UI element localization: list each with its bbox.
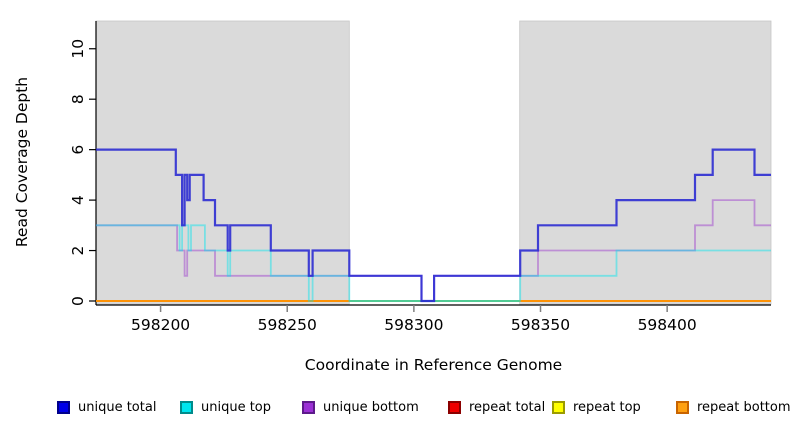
repeat-total-swatch-icon [448,401,461,414]
unique-top-swatch-icon [180,401,193,414]
x-tick-label: 598350 [511,316,570,334]
x-tick-label: 598300 [384,316,443,334]
legend-item-unique-top: unique top [180,400,271,415]
y-tick-label: 2 [69,246,87,256]
legend-item-unique-total: unique total [57,400,156,415]
legend-label: unique top [201,400,272,415]
x-tick-label: 598400 [638,316,697,334]
legend-label: repeat top [573,400,641,415]
y-tick-label: 4 [69,195,87,205]
x-axis-title: Coordinate in Reference Genome [304,356,563,374]
coverage-chart-canvas: 0 2 4 6 8 10 598200 598250 598300 598350 598400 [69,20,772,334]
legend-label: unique total [78,400,157,415]
legend: unique total unique top unique bottom re… [0,400,792,422]
legend-label: unique bottom [323,400,419,415]
y-tick-label: 0 [69,296,87,306]
legend-label: repeat total [469,400,546,415]
y-tick-label: 8 [69,94,87,104]
legend-item-repeat-bottom: repeat bottom [676,400,791,415]
unique-bottom-swatch-icon [302,401,315,414]
legend-item-repeat-top: repeat top [552,400,641,415]
repeat-bottom-swatch-icon [676,401,689,414]
x-tick-label: 598250 [258,316,317,334]
y-tick-label: 6 [69,145,87,155]
repeat-top-swatch-icon [552,401,565,414]
y-tick-label: 10 [69,39,87,59]
legend-label: repeat bottom [697,400,791,415]
shaded-repeat-region [95,20,350,305]
x-tick-label: 598200 [131,316,190,334]
shaded-repeat-region [519,20,772,305]
series-line-unique-total [96,148,771,303]
legend-item-unique-bottom: unique bottom [302,400,419,415]
legend-item-repeat-total: repeat total [448,400,545,415]
unique-total-swatch-icon [57,401,70,414]
